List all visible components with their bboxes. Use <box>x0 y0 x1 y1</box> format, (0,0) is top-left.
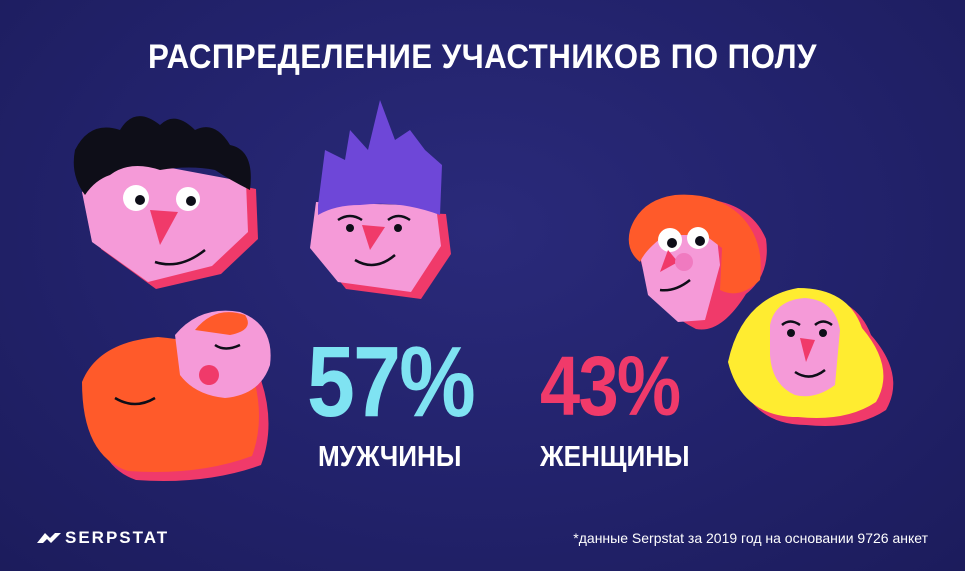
man-face-orange-hair-icon <box>82 310 271 481</box>
brand-name: SERPSTAT <box>65 528 170 547</box>
footnote: *данные Serpstat за 2019 год на основани… <box>573 530 928 546</box>
page-title: РАСПРЕДЕЛЕНИЕ УЧАСТНИКОВ ПО ПОЛУ <box>148 38 817 76</box>
woman-face-orange-hair-icon <box>628 194 767 330</box>
brand-logo: SERPSTAT <box>37 528 169 548</box>
man-face-blue-hair-icon <box>310 100 451 299</box>
female-percentage: 43% <box>540 339 681 433</box>
woman-face-yellow-hair-icon <box>728 288 894 426</box>
serpstat-logo-icon <box>37 533 61 543</box>
female-label: ЖЕНЩИНЫ <box>540 441 690 473</box>
man-face-black-hair-icon <box>73 116 258 289</box>
male-label: МУЖЧИНЫ <box>318 441 462 473</box>
male-percentage: 57% <box>307 326 476 438</box>
